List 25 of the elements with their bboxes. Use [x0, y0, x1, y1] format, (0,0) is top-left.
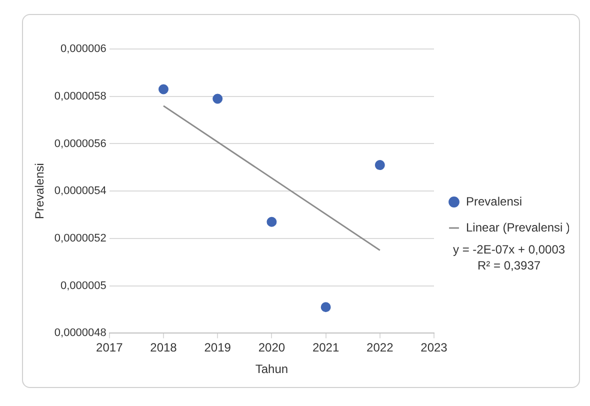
- y-tick-label: 0,0000058: [54, 90, 106, 102]
- x-tick-label: 2022: [366, 340, 394, 355]
- point: [374, 160, 385, 170]
- point: [320, 302, 331, 312]
- x-tick-label: 2018: [150, 340, 178, 355]
- y-tick-label: 0,0000054: [54, 185, 106, 198]
- text: y = -2E-07x + 0,0003: [452, 242, 566, 256]
- x-tick-label: 2019: [204, 340, 232, 355]
- y-tick-label: 0,000006: [60, 43, 106, 56]
- y-tick-label: 0,000005: [60, 280, 106, 292]
- point: [212, 94, 223, 104]
- y-tick-label: 0,0000056: [54, 138, 106, 150]
- legend-label: Linear (Prevalensi ): [466, 220, 570, 234]
- x-tick-label: 2023: [420, 340, 448, 355]
- x-tick-label: 2017: [96, 340, 124, 355]
- y-tick-label: 0,0000048: [54, 327, 106, 340]
- y-tick-label: 0,0000052: [54, 232, 106, 244]
- legend-label: Prevalensi: [466, 194, 522, 208]
- y-axis-title: Prevalensi: [32, 163, 47, 220]
- point: [266, 216, 277, 227]
- x-tick-label: 2021: [312, 340, 340, 355]
- point: [158, 84, 168, 94]
- x-tick-label: 2020: [258, 340, 286, 355]
- x-axis-title: Tahun: [255, 362, 288, 376]
- text: R² = 0,3937: [478, 258, 541, 272]
